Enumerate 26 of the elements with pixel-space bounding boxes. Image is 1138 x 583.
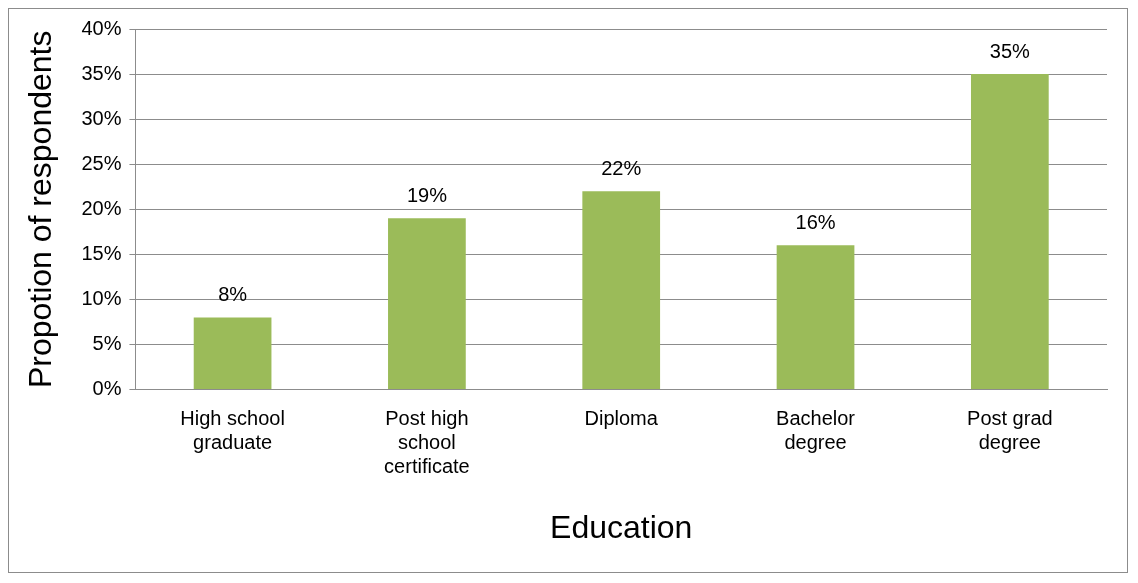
data-label: 19% [406,183,448,206]
y-tick-label: 5% [92,332,122,355]
y-tick-label: 40% [81,16,122,39]
bar [582,191,661,390]
bar [388,218,466,390]
x-tick-label: Post grad degree [967,407,1053,454]
x-tick-label: Diploma [584,407,659,430]
y-tick-label: 10% [81,286,122,309]
y-tick-label: 25% [81,151,122,174]
data-label: 35% [989,39,1031,62]
data-label: 22% [601,156,642,179]
data-label: 8% [218,283,248,305]
data-label: 16% [795,210,836,233]
bar [193,317,272,390]
y-tick-label: 30% [81,106,122,129]
y-tick-label: 0% [92,377,122,400]
y-tick-label: 35% [81,61,122,84]
y-tick-label: 20% [81,196,122,219]
y-axis-title: Propotion of respondents [22,30,59,389]
x-tick-label: Bachelor degree [776,407,856,454]
x-axis-title: Education [550,508,693,545]
bar [776,245,855,390]
x-tick-label: Post high school certificate [384,407,470,478]
x-tick-label: High school graduate [180,407,285,454]
bar [970,74,1049,390]
y-tick-label: 15% [81,241,122,264]
